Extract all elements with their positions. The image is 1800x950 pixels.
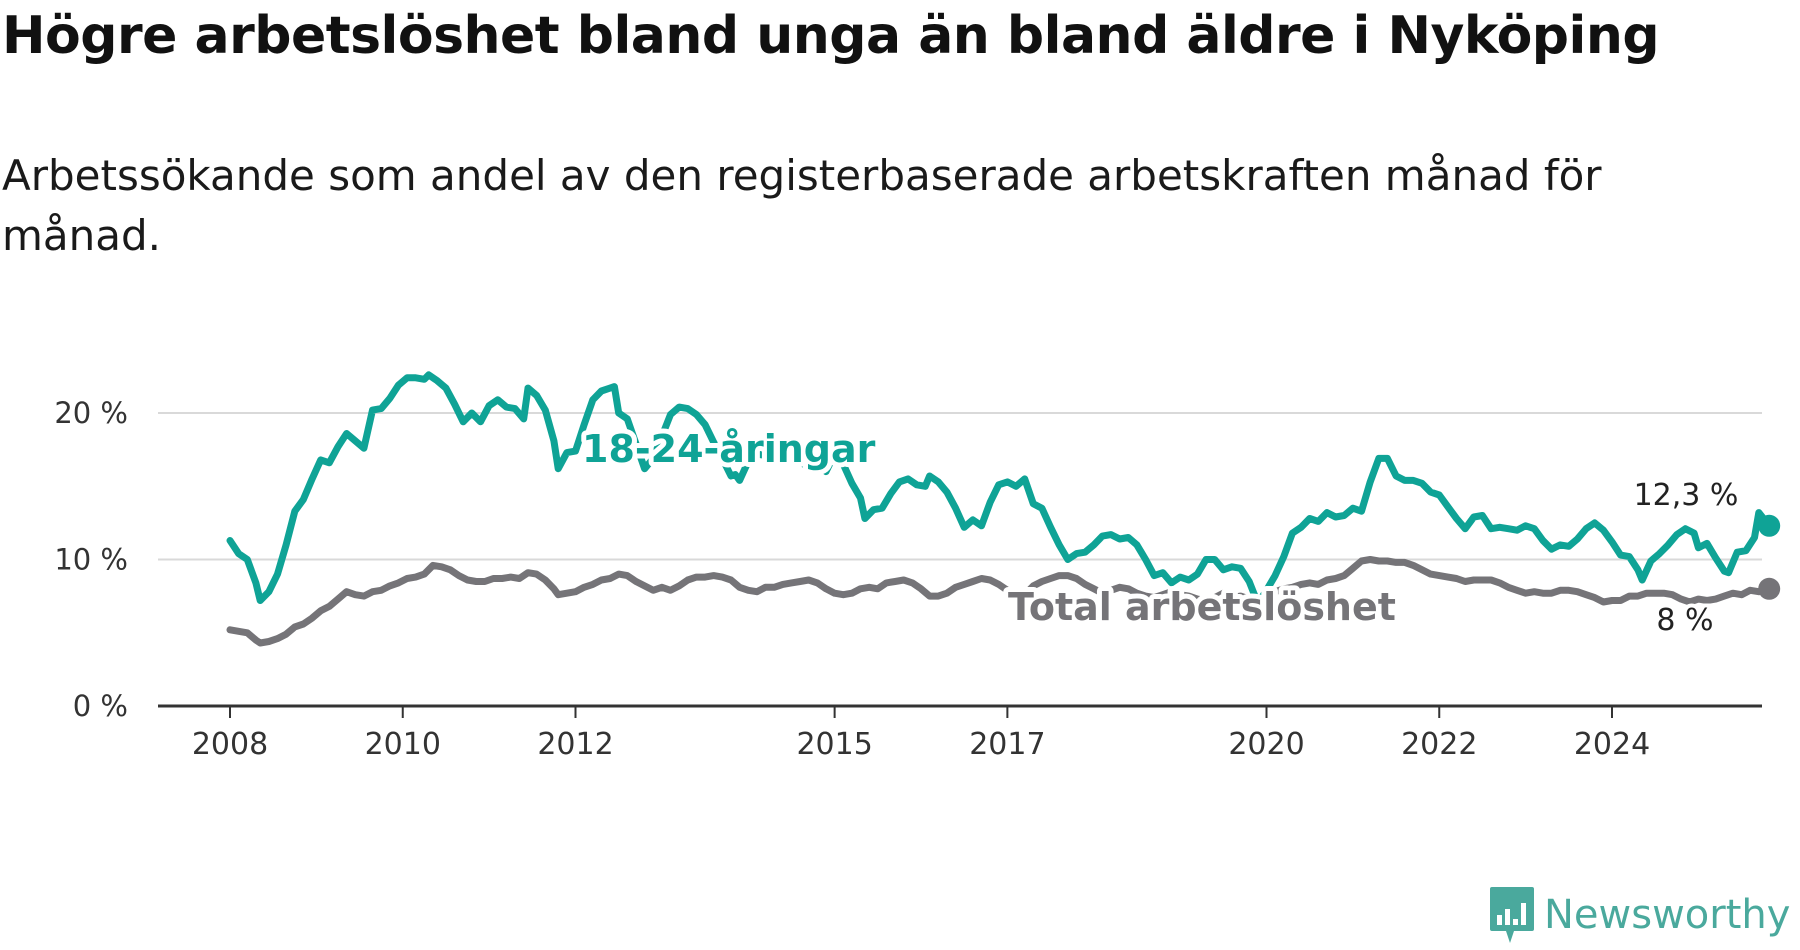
series-line-18-24	[226, 371, 1773, 607]
x-axis: 2008 2010 2012 2015 2017 2020 2022 2024	[158, 704, 1762, 762]
x-tick-label: 2010	[365, 727, 441, 762]
newsworthy-logo: Newsworthy	[1488, 880, 1790, 950]
series-label-18-24: 18-24-åringar	[582, 427, 876, 471]
x-tick-label: 2008	[192, 727, 268, 762]
series-line-total	[226, 556, 1773, 647]
y-tick-label: 0 %	[73, 689, 128, 723]
x-tick-label: 2022	[1401, 727, 1477, 762]
y-tick-label: 10 %	[54, 543, 128, 577]
x-tick-label: 2020	[1228, 727, 1304, 762]
end-value-label-18-24: 12,3 %	[1634, 478, 1739, 513]
series-labels: 18-24-åringar Total arbetslöshet 12,3 % 8 %	[577, 422, 1742, 642]
y-tick-label: 20 %	[54, 396, 128, 430]
logo-text: Newsworthy	[1544, 892, 1791, 938]
end-value-label-total: 8 %	[1656, 603, 1713, 638]
bar-chart-bubble-icon	[1490, 887, 1534, 943]
series-lines	[226, 371, 1781, 647]
x-tick-label: 2015	[796, 727, 872, 762]
series-label-total: Total arbetslöshet	[1008, 585, 1396, 629]
end-point-total	[1758, 577, 1781, 600]
end-point-18-24	[1758, 514, 1781, 537]
x-tick-label: 2012	[537, 727, 613, 762]
grid-lines	[158, 412, 1762, 561]
y-axis-ticks: 0 % 10 % 20 %	[54, 396, 128, 723]
chart-subtitle: Arbetssökande som andel av den registerb…	[2, 151, 1602, 260]
x-tick-label: 2024	[1574, 727, 1650, 762]
chart-title: Högre arbetslöshet bland unga än bland ä…	[2, 6, 1660, 66]
x-tick-label: 2017	[969, 727, 1045, 762]
